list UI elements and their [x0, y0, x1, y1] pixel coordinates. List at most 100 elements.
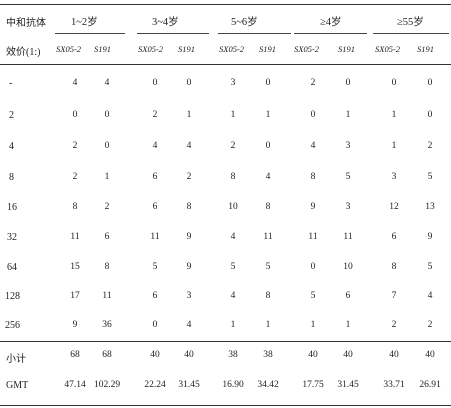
row-label: 4 — [9, 141, 14, 152]
row-label: - — [9, 78, 13, 89]
table-cell: 0 — [152, 320, 158, 330]
subheader-3: SX05-2 — [138, 44, 164, 54]
group-underline-3 — [218, 33, 291, 34]
table-cell: 0 — [391, 78, 397, 88]
row-label: 64 — [7, 262, 17, 273]
table-cell: 6 — [104, 232, 110, 242]
table-cell: 12 — [389, 202, 399, 212]
table-cell: 4 — [72, 78, 78, 88]
table-cell: 0 — [265, 78, 271, 88]
table-cell: 36 — [102, 320, 112, 330]
table-cell: 22.24 — [144, 380, 166, 390]
table-cell: 9 — [72, 320, 78, 330]
group-underline-1 — [55, 33, 125, 34]
table-cell: 5 — [427, 262, 433, 272]
table-cell: 4 — [310, 141, 316, 151]
table-cell: 9 — [427, 232, 433, 242]
subheader-7: SX05-2 — [294, 44, 320, 54]
group-header-2: 3~4岁 — [152, 17, 179, 28]
table-cell: 5 — [152, 262, 158, 272]
table-cell: 17.75 — [302, 380, 324, 390]
table-cell: 11 — [308, 232, 318, 242]
table-cell: 38 — [263, 350, 273, 360]
table-cell: 8 — [72, 202, 78, 212]
table-cell: 1 — [310, 320, 316, 330]
row-label: 256 — [5, 320, 20, 331]
table-cell: 4 — [186, 320, 192, 330]
table-cell: 4 — [152, 141, 158, 151]
table-cell: 0 — [104, 110, 110, 120]
table-cell: 8 — [186, 202, 192, 212]
table-cell: 33.71 — [383, 380, 405, 390]
table-cell: 2 — [152, 110, 158, 120]
subheader-2: S191 — [94, 44, 111, 54]
table-cell: 9 — [186, 262, 192, 272]
table-cell: 0 — [265, 141, 271, 151]
subheader-8: S191 — [338, 44, 355, 54]
table-cell: 1 — [230, 320, 236, 330]
group-header-5: ≥55岁 — [397, 17, 424, 28]
row-label: 16 — [7, 202, 17, 213]
bottom-rule — [0, 405, 451, 406]
corner-label-line1: 中和抗体 — [6, 18, 46, 29]
table-cell: 1 — [345, 320, 351, 330]
table-cell: 40 — [425, 350, 435, 360]
table-cell: 5 — [265, 262, 271, 272]
table-cell: 8 — [265, 291, 271, 301]
table-cell: 40 — [308, 350, 318, 360]
table-cell: 1 — [186, 110, 192, 120]
table-cell: 8 — [265, 202, 271, 212]
table-cell: 10 — [228, 202, 238, 212]
table-cell: 9 — [310, 202, 316, 212]
row-label: 8 — [9, 172, 14, 183]
subheader-1: SX05-2 — [56, 44, 82, 54]
table-cell: 2 — [230, 141, 236, 151]
table-cell: 5 — [310, 291, 316, 301]
table-cell: 6 — [152, 172, 158, 182]
table-cell: 47.14 — [64, 380, 86, 390]
table-cell: 2 — [186, 172, 192, 182]
table-cell: 10 — [343, 262, 353, 272]
table-cell: 0 — [427, 78, 433, 88]
table-cell: 16.90 — [222, 380, 244, 390]
table-cell: 0 — [310, 262, 316, 272]
table-cell: 8 — [310, 172, 316, 182]
subheader-4: S191 — [178, 44, 195, 54]
table-cell: 40 — [184, 350, 194, 360]
table-cell: 0 — [72, 110, 78, 120]
group-header-4: ≥4岁 — [320, 17, 342, 28]
table-cell: 4 — [104, 78, 110, 88]
table-cell: 4 — [230, 232, 236, 242]
table-cell: 11 — [343, 232, 353, 242]
table-cell: 40 — [150, 350, 160, 360]
table-cell: 26.91 — [419, 380, 441, 390]
table-cell: 31.45 — [178, 380, 200, 390]
row-label: 32 — [7, 232, 17, 243]
table-cell: 0 — [186, 78, 192, 88]
table-cell: 2 — [72, 141, 78, 151]
row-label: 128 — [5, 291, 20, 302]
table-cell: 40 — [343, 350, 353, 360]
table-cell: 11 — [263, 232, 273, 242]
table-cell: 9 — [186, 232, 192, 242]
table-cell: 6 — [391, 232, 397, 242]
group-underline-2 — [137, 33, 209, 34]
subheader-6: S191 — [259, 44, 276, 54]
row-label: GMT — [6, 380, 29, 391]
table-cell: 1 — [345, 110, 351, 120]
table-cell: 40 — [389, 350, 399, 360]
table-cell: 3 — [186, 291, 192, 301]
subheader-10: S191 — [417, 44, 434, 54]
group-header-3: 5~6岁 — [231, 17, 258, 28]
table-cell: 0 — [152, 78, 158, 88]
table-cell: 0 — [427, 110, 433, 120]
table-cell: 0 — [104, 141, 110, 151]
table-cell: 11 — [102, 291, 112, 301]
table-cell: 8 — [391, 262, 397, 272]
group-underline-5 — [373, 33, 449, 34]
table-cell: 4 — [230, 291, 236, 301]
table-cell: 3 — [391, 172, 397, 182]
table-cell: 2 — [391, 320, 397, 330]
table-cell: 4 — [427, 291, 433, 301]
table-cell: 0 — [310, 110, 316, 120]
